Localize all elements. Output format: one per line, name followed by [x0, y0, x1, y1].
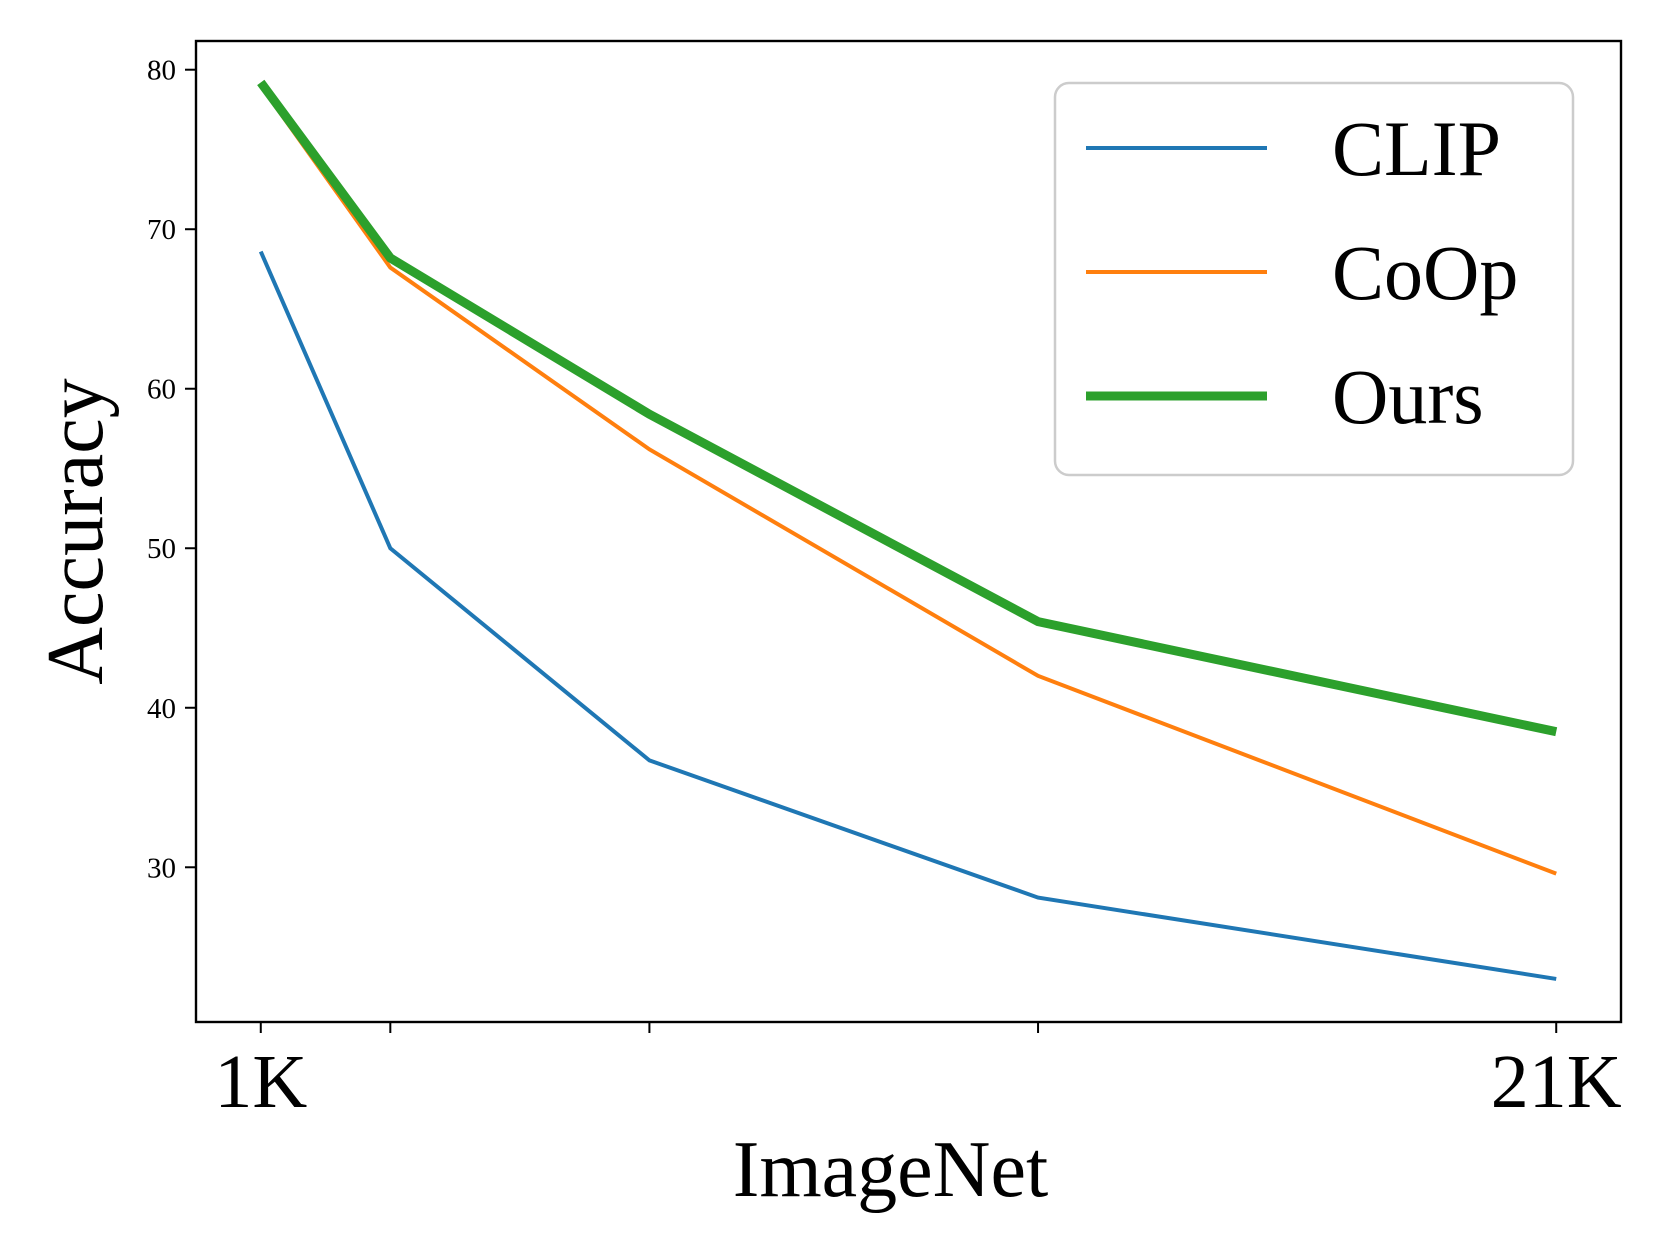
legend-label-clip: CLIP — [1332, 105, 1501, 192]
legend-label-coop: CoOp — [1332, 229, 1518, 316]
series-line-clip — [258, 250, 1557, 981]
legend-label-ours: Ours — [1332, 353, 1484, 440]
y-tick-label: 80 — [147, 55, 176, 87]
legend-box — [1053, 81, 1575, 477]
x-axis: 1K 21K — [214, 1022, 1622, 1124]
y-tick-label: 40 — [147, 693, 176, 725]
legend: CLIP CoOp Ours — [1053, 81, 1575, 477]
x-tick-label: 1K — [214, 1040, 307, 1124]
y-tick-label: 30 — [147, 852, 176, 884]
x-axis-label: ImageNet — [733, 1126, 1048, 1214]
y-tick-label: 50 — [147, 533, 176, 565]
y-tick-label: 70 — [147, 214, 176, 246]
x-tick-label: 21K — [1491, 1040, 1622, 1124]
series-layer — [257, 79, 1558, 981]
y-axis: 30 40 50 60 70 80 — [147, 55, 196, 884]
y-axis-label: Accuracy — [32, 378, 120, 684]
y-tick-label: 60 — [147, 374, 176, 406]
series-line-ours — [257, 79, 1558, 737]
plot-frame — [194, 39, 1623, 1024]
